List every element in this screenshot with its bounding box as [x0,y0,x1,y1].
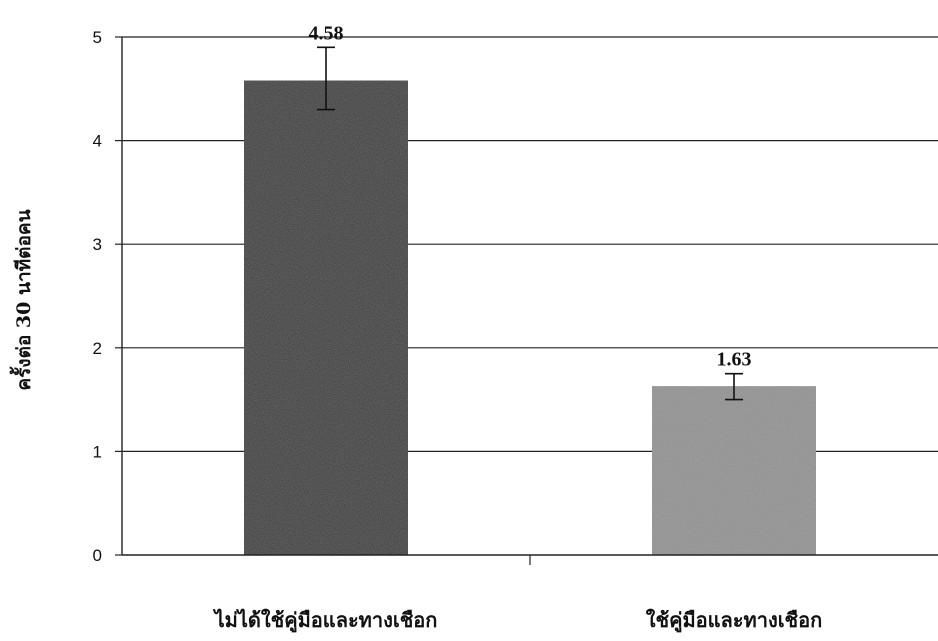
labels: 0 1 2 3 4 5 4.58 ไม่ได้ใช้คู่มือและทางเชือก 1.63… [93,22,823,634]
bar-0 [244,80,408,556]
x-category-label-1: ใช้คู่มือและทางเชือก [646,608,823,634]
data-label-1: 1.63 [717,349,752,371]
y-tick-label: 3 [93,235,102,254]
data-label-0: 4.58 [309,22,344,44]
y-tick-label: 2 [93,339,102,358]
axes [115,36,938,565]
y-tick-label: 1 [93,442,102,461]
y-tick-label: 5 [93,28,102,47]
y-tick-label: 4 [93,132,102,151]
y-axis-label: ครั้งต่อ 30 นาทีต่อคน [9,209,35,390]
y-tick-label: 0 [93,546,102,565]
x-category-label-0: ไม่ได้ใช้คู่มือและทางเชือก [213,608,438,634]
bar-1 [652,386,816,555]
bars [244,46,816,556]
